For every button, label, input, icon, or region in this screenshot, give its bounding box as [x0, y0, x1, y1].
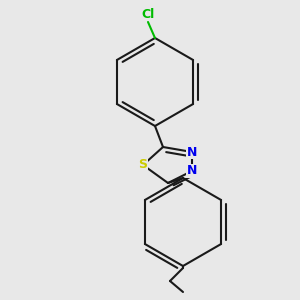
- Text: N: N: [187, 146, 197, 158]
- Text: S: S: [139, 158, 148, 172]
- Text: Cl: Cl: [141, 8, 154, 20]
- Text: N: N: [187, 164, 197, 178]
